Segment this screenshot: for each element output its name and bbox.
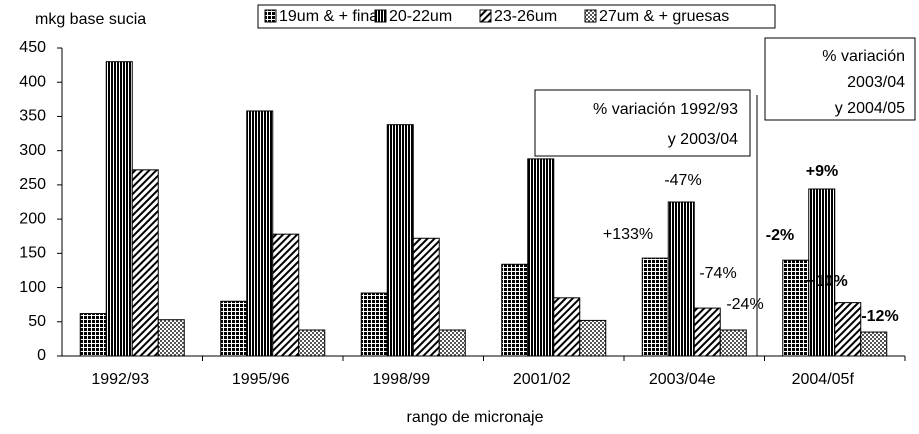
bar — [79, 313, 107, 357]
legend-label: 27um & + gruesas — [599, 8, 729, 25]
bar — [553, 297, 581, 357]
bar — [412, 237, 440, 357]
x-axis-label: rango de micronaje — [407, 409, 544, 426]
note-box — [764, 37, 916, 121]
legend-swatch — [374, 9, 387, 23]
bar — [220, 300, 248, 357]
annotation: -2% — [766, 227, 794, 244]
bar — [641, 257, 669, 357]
bar — [693, 307, 721, 357]
bar — [782, 259, 810, 357]
legend-label: 20-22um — [389, 8, 452, 25]
annotation: +133% — [603, 226, 653, 243]
bar — [808, 188, 836, 357]
bar — [246, 110, 274, 357]
bar — [360, 292, 388, 357]
annotation: -24% — [726, 296, 763, 313]
note-text: y 2003/04 — [668, 131, 738, 148]
bar — [386, 124, 414, 357]
annotation: +9% — [806, 163, 838, 180]
legend-swatch — [584, 9, 597, 23]
legend-swatch — [479, 9, 492, 23]
y-tick-label: 250 — [19, 176, 46, 193]
y-tick-label: 0 — [37, 347, 46, 364]
bar — [131, 169, 159, 357]
annotation: +10% — [806, 273, 847, 290]
note-text: y 2004/05 — [835, 100, 905, 117]
bar — [105, 61, 133, 357]
bar — [527, 158, 555, 357]
x-tick-label: 2004/05f — [792, 371, 855, 388]
legend-label: 23-26um — [494, 8, 557, 25]
x-tick-label: 1998/99 — [372, 371, 430, 388]
bar — [298, 329, 326, 357]
bar — [719, 329, 747, 357]
bar — [579, 319, 607, 357]
bar — [272, 233, 300, 357]
y-tick-label: 350 — [19, 108, 46, 125]
y-tick-label: 400 — [19, 73, 46, 90]
annotation: -12% — [861, 308, 898, 325]
bar — [834, 302, 862, 357]
note-box — [534, 89, 751, 157]
note-text: % variación — [822, 48, 905, 65]
y-tick-label: 200 — [19, 210, 46, 227]
annotation: -74% — [699, 265, 736, 282]
x-tick-label: 2003/04e — [649, 371, 716, 388]
annotation: -47% — [664, 172, 701, 189]
x-tick-label: 1992/93 — [91, 371, 149, 388]
bar — [157, 319, 185, 357]
note-text: % variación 1992/93 — [593, 101, 738, 118]
note-text: 2003/04 — [847, 74, 905, 91]
legend-box — [257, 4, 776, 29]
y-tick-label: 100 — [19, 279, 46, 296]
y-tick-label: 150 — [19, 245, 46, 262]
bar — [501, 263, 529, 357]
legend-swatch — [264, 9, 277, 23]
y-tick-label: 50 — [28, 313, 46, 330]
legend-label: 19um & + finas — [279, 8, 386, 25]
y-tick-label: 300 — [19, 142, 46, 159]
bar — [667, 201, 695, 357]
bar — [438, 329, 466, 357]
y-tick-label: 450 — [19, 39, 46, 56]
x-tick-label: 1995/96 — [232, 371, 290, 388]
x-tick-label: 2001/02 — [513, 371, 571, 388]
bar — [860, 331, 888, 357]
chart-title: mkg base sucia — [35, 11, 146, 28]
